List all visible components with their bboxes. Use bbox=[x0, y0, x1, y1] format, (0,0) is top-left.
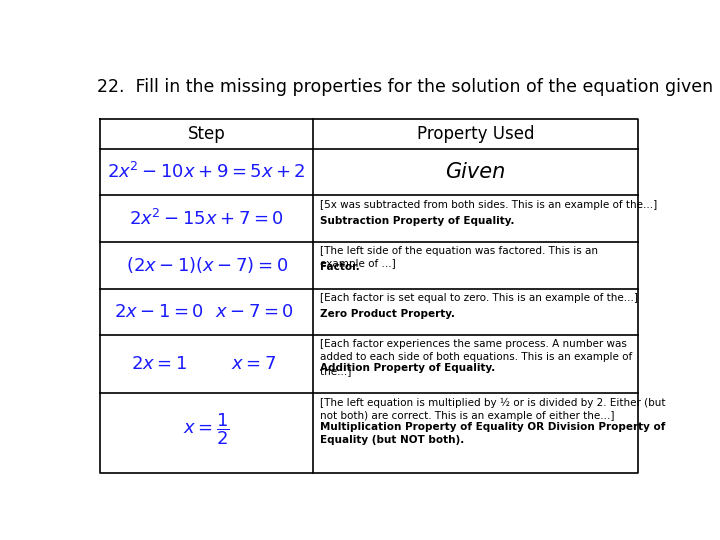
Text: Multiplication Property of Equality OR Division Property of
Equality (but NOT bo: Multiplication Property of Equality OR D… bbox=[320, 422, 665, 445]
Text: Factor.: Factor. bbox=[320, 262, 360, 272]
Text: Zero Product Property.: Zero Product Property. bbox=[320, 309, 455, 319]
Text: $2x=1$: $2x=1$ bbox=[131, 355, 187, 373]
Text: $x-7=0$: $x-7=0$ bbox=[215, 303, 294, 321]
Text: $2x^2-10x+9=5x+2$: $2x^2-10x+9=5x+2$ bbox=[107, 162, 306, 182]
Text: Addition Property of Equality.: Addition Property of Equality. bbox=[320, 363, 495, 374]
Text: [Each factor is set equal to zero. This is an example of the...]: [Each factor is set equal to zero. This … bbox=[320, 293, 638, 316]
Text: $x=7$: $x=7$ bbox=[231, 355, 276, 373]
Text: [Each factor experiences the same process. A number was
added to each side of bo: [Each factor experiences the same proces… bbox=[320, 339, 632, 376]
Text: Step: Step bbox=[188, 125, 225, 143]
Text: [The left side of the equation was factored. This is an
example of ...]: [The left side of the equation was facto… bbox=[320, 246, 598, 269]
Text: $x=\dfrac{1}{2}$: $x=\dfrac{1}{2}$ bbox=[184, 411, 230, 447]
Text: Subtraction Property of Equality.: Subtraction Property of Equality. bbox=[320, 215, 514, 226]
Text: Given: Given bbox=[446, 162, 505, 182]
Text: 22.  Fill in the missing properties for the solution of the equation given below: 22. Fill in the missing properties for t… bbox=[96, 78, 720, 96]
Text: [The left equation is multiplied by ½ or is divided by 2. Either (but
not both) : [The left equation is multiplied by ½ or… bbox=[320, 397, 665, 434]
Text: Property Used: Property Used bbox=[417, 125, 534, 143]
Text: $(2x-1)(x-7)=0$: $(2x-1)(x-7)=0$ bbox=[125, 255, 288, 275]
Text: $2x-1=0$: $2x-1=0$ bbox=[114, 303, 204, 321]
Text: $2x^2-15x+7=0$: $2x^2-15x+7=0$ bbox=[129, 208, 284, 229]
Text: [5x was subtracted from both sides. This is an example of the...]: [5x was subtracted from both sides. This… bbox=[320, 199, 657, 222]
